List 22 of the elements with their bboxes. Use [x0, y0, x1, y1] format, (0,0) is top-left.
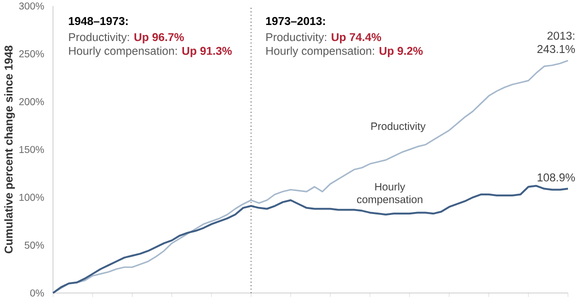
annotation: Up 91.3% — [182, 46, 232, 58]
annotation: Up 74.4% — [332, 33, 382, 44]
annotation: 1973–2013: — [266, 17, 325, 26]
annotation: Productivity: — [266, 32, 326, 44]
series-label: Productivity — [371, 122, 426, 132]
y-tick-label: 250% — [19, 50, 44, 58]
annotation: 108.9% — [538, 173, 575, 182]
y-tick-label: 200% — [19, 98, 44, 106]
y-tick-label: 150% — [19, 146, 44, 154]
y-axis-title: Cumulative percent change since 1948 — [4, 46, 15, 254]
annotation: Productivity: — [69, 32, 129, 44]
y-tick-label: 300% — [19, 2, 44, 10]
annotation: Hourly compensation: — [266, 46, 374, 58]
y-tick-label: 0% — [30, 289, 44, 297]
y-tick-label: 100% — [19, 194, 44, 201]
y-tick-label: 50% — [24, 242, 44, 249]
annotation: Hourly compensation: — [69, 46, 177, 58]
annotation: Up 96.7% — [134, 33, 184, 44]
annotation: 2013: 243.1% — [537, 32, 575, 54]
annotation: Up 9.2% — [380, 46, 423, 58]
annotation: 1948–1973: — [68, 17, 128, 26]
series-label: Hourly compensation — [357, 182, 422, 206]
